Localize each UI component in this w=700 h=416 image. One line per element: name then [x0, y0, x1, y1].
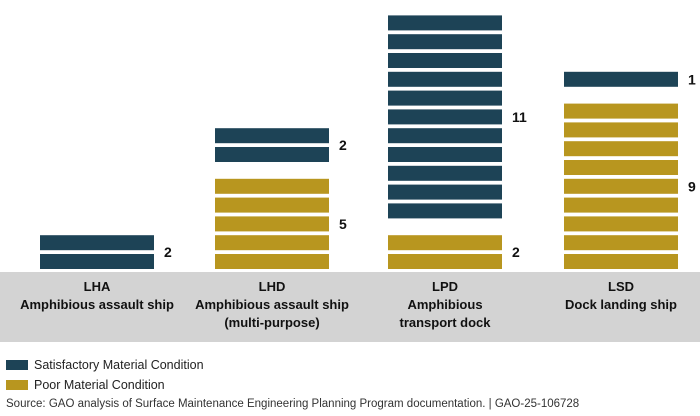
bar-segment-lsd-poor: [564, 216, 678, 232]
bar-segment-lsd-poor: [564, 141, 678, 157]
value-label-lpd-satisfactory: 11: [512, 109, 527, 125]
bar-segment-lsd-poor: [564, 235, 678, 251]
category-name-lpd: transport dock: [399, 315, 491, 330]
legend-label-satisfactory: Satisfactory Material Condition: [34, 358, 204, 372]
bar-segment-lpd-poor: [388, 254, 502, 269]
bar-segment-lhd-poor: [215, 254, 329, 269]
bar-segment-lhd-poor: [215, 235, 329, 251]
legend-label-poor: Poor Material Condition: [34, 378, 165, 392]
bar-segment-lpd-satisfactory: [388, 203, 502, 219]
bar-segment-lpd-poor: [388, 235, 502, 251]
bar-segment-lha-satisfactory: [40, 235, 154, 251]
bar-segment-lsd-poor: [564, 197, 678, 213]
legend-swatch-poor: [6, 380, 28, 390]
bar-segment-lpd-satisfactory: [388, 90, 502, 106]
value-label-lsd-poor: 9: [688, 178, 696, 194]
category-code-lpd: LPD: [432, 279, 458, 294]
category-code-lsd: LSD: [608, 279, 634, 294]
value-label-lsd-satisfactory: 1: [688, 71, 696, 87]
bar-segment-lsd-satisfactory: [564, 71, 678, 87]
bar-segment-lpd-satisfactory: [388, 15, 502, 31]
bar-segment-lpd-satisfactory: [388, 53, 502, 68]
bar-segment-lpd-satisfactory: [388, 147, 502, 162]
bar-segment-lpd-satisfactory: [388, 71, 502, 87]
category-band: [0, 272, 700, 342]
category-code-lhd: LHD: [259, 279, 286, 294]
bar-stacks: [40, 15, 678, 269]
bar-segment-lha-satisfactory: [40, 254, 154, 269]
legend-item-poor: Poor Material Condition: [6, 378, 165, 392]
category-name-lsd: Dock landing ship: [565, 297, 677, 312]
value-labels: 2 5 2 2 11 9 1: [164, 71, 696, 260]
bar-segment-lpd-satisfactory: [388, 184, 502, 200]
category-code-lha: LHA: [84, 279, 111, 294]
value-label-lhd-poor: 5: [339, 216, 347, 232]
legend-item-satisfactory: Satisfactory Material Condition: [6, 358, 204, 372]
value-label-lhd-satisfactory: 2: [339, 137, 347, 153]
category-name-lha: Amphibious assault ship: [20, 297, 174, 312]
bar-segment-lpd-satisfactory: [388, 128, 502, 144]
bar-segment-lpd-satisfactory: [388, 109, 502, 125]
bar-segment-lhd-poor: [215, 197, 329, 213]
category-labels: LHA Amphibious assault ship LHD Amphibious …: [20, 279, 677, 330]
bar-segment-lhd-poor: [215, 216, 329, 232]
source-note: Source: GAO analysis of Surface Maintena…: [6, 398, 580, 410]
bar-segment-lpd-satisfactory: [388, 34, 502, 50]
bar-segment-lhd-satisfactory: [215, 147, 329, 162]
bar-segment-lsd-poor: [564, 178, 678, 194]
value-label-lha-satisfactory: 2: [164, 244, 172, 260]
bar-segment-lpd-satisfactory: [388, 165, 502, 181]
value-label-lpd-poor: 2: [512, 244, 520, 260]
category-name-lhd: (multi-purpose): [224, 315, 319, 330]
bar-segment-lhd-satisfactory: [215, 128, 329, 144]
legend-swatch-satisfactory: [6, 360, 28, 370]
bar-segment-lsd-poor: [564, 103, 678, 119]
bar-segment-lhd-poor: [215, 178, 329, 194]
bar-segment-lsd-poor: [564, 122, 678, 138]
category-name-lhd: Amphibious assault ship: [195, 297, 349, 312]
bar-segment-lsd-poor: [564, 160, 678, 175]
category-name-lpd: Amphibious: [407, 297, 482, 312]
bar-segment-lsd-poor: [564, 254, 678, 269]
